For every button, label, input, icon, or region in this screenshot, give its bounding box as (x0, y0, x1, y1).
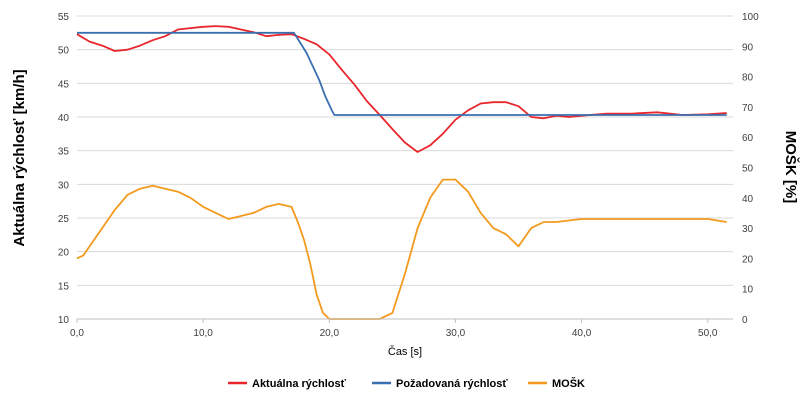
left-tick-label: 25 (58, 214, 70, 225)
left-tick-label: 55 (58, 12, 70, 23)
x-axis-title: Čas [s] (388, 345, 422, 358)
right-tick-label: 30 (742, 224, 754, 235)
right-tick-label: 40 (742, 194, 754, 205)
x-tick-label: 0,0 (70, 328, 84, 339)
x-tick-label: 30,0 (446, 328, 466, 339)
target-speed-line (77, 31, 727, 116)
legend-label: MOŠK (552, 377, 585, 390)
left-tick-label: 15 (58, 281, 70, 292)
legend-label: Požadovaná rýchlosť (396, 378, 508, 390)
left-axis-title: Aktuálna rýchlosť [km/h] (11, 69, 28, 246)
right-y-axis: 0 10 20 30 40 50 60 70 80 90 100 (742, 12, 759, 326)
x-tick-label: 50,0 (698, 328, 718, 339)
right-tick-label: 10 (742, 285, 754, 296)
left-tick-label: 45 (58, 79, 70, 90)
x-tick-label: 10,0 (193, 328, 213, 339)
legend: Aktuálna rýchlosť Požadovaná rýchlosť MOŠK (228, 377, 585, 390)
left-tick-label: 50 (58, 46, 70, 57)
right-tick-label: 50 (742, 164, 754, 175)
x-tick-label: 40,0 (572, 328, 592, 339)
right-tick-label: 100 (742, 12, 759, 23)
right-tick-label: 20 (742, 254, 754, 265)
left-tick-label: 40 (58, 113, 70, 124)
legend-label: Aktuálna rýchlosť (252, 378, 347, 390)
left-y-axis: 10 15 20 25 30 35 40 45 50 55 (58, 12, 70, 326)
mosk-line (76, 178, 727, 320)
left-tick-label: 10 (58, 315, 70, 326)
right-tick-label: 0 (742, 315, 748, 326)
left-tick-label: 20 (58, 248, 70, 259)
left-tick-label: 35 (58, 147, 70, 158)
gridlines (77, 15, 733, 320)
actual-speed-line (76, 25, 727, 153)
right-tick-label: 90 (742, 42, 754, 53)
series-lines (76, 25, 727, 320)
left-tick-label: 30 (58, 180, 70, 191)
x-axis: 0,0 10,0 20,0 30,0 40,0 50,0 (70, 318, 733, 339)
right-tick-label: 60 (742, 133, 754, 144)
right-axis-title: MOŠK [%] (782, 131, 800, 204)
right-tick-label: 80 (742, 73, 754, 84)
right-tick-label: 70 (742, 103, 754, 114)
x-tick-label: 20,0 (320, 328, 340, 339)
